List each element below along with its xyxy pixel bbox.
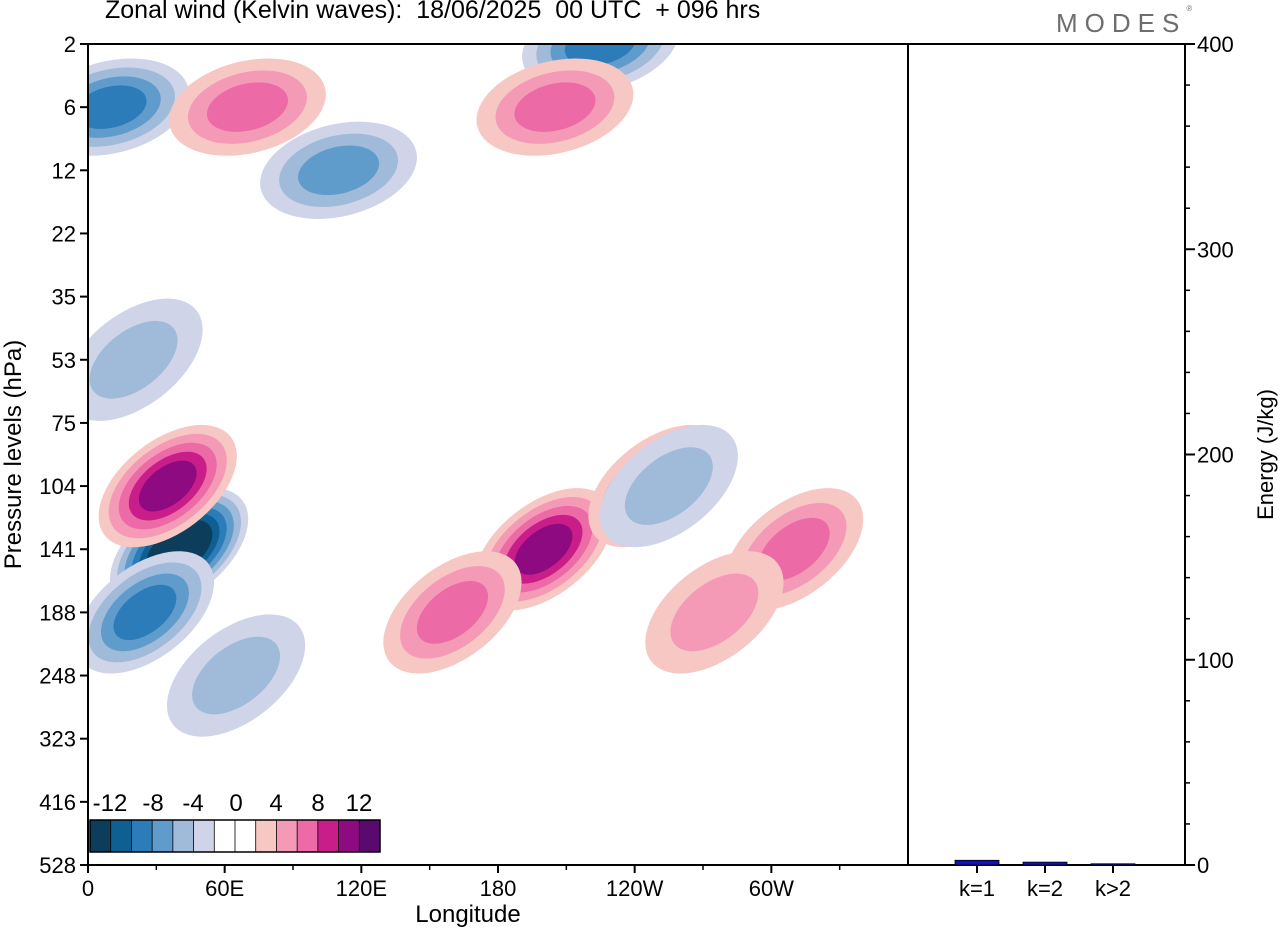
colorbar: -12 -8 -4 0 4 8 12: [89, 790, 381, 853]
heatmap-contour: [138, 460, 197, 512]
heatmap-contour: [298, 145, 380, 196]
heatmap-feature: [599, 424, 738, 548]
heatmap-feature: [98, 424, 237, 548]
y-tick-label: 141: [39, 537, 76, 562]
x-axis-label: Longitude: [415, 901, 520, 928]
energy-tick-label: 0: [1197, 853, 1209, 878]
logo-text: MODES: [1056, 8, 1187, 38]
colorbar-swatch: [214, 820, 236, 852]
bar-category-label: k=1: [959, 876, 995, 901]
heatmap-contour: [88, 85, 147, 129]
energy-tick-label: 100: [1197, 648, 1234, 673]
y-tick-label: 6: [64, 95, 76, 120]
energy-bar: [1022, 861, 1068, 866]
heatmap-contour: [670, 573, 759, 652]
colorbar-swatch: [152, 820, 174, 852]
heatmap-feature: [166, 614, 306, 737]
x-tick-label: 180: [480, 876, 517, 901]
energy-bar: [1090, 863, 1136, 866]
heatmap-contour: [514, 523, 573, 575]
heatmap-feature: [476, 58, 634, 156]
heatmap-feature: [383, 551, 522, 674]
y-tick-label: 323: [39, 727, 76, 752]
colorbar-swatch: [338, 820, 360, 852]
y-tick-label: 528: [39, 853, 76, 878]
colorbar-label: -12: [93, 790, 128, 817]
chart-title: Zonal wind (Kelvin waves): 18/06/2025 00…: [105, 0, 761, 24]
energy-bar: [954, 859, 1000, 866]
colorbar-swatch: [359, 820, 381, 852]
y-tick-label: 416: [39, 790, 76, 815]
energy-axis-label: Energy (J/kg): [1253, 389, 1278, 520]
colorbar-swatch: [110, 820, 132, 852]
colorbar-label: -4: [182, 790, 203, 817]
heatmap-contour: [89, 320, 178, 399]
heatmap-feature: [645, 551, 784, 674]
energy-bars: k=1 k=2 k>2: [954, 859, 1136, 901]
colorbar-swatch: [193, 820, 215, 852]
y-tick-label: 248: [39, 664, 76, 689]
x-tick-label: 60E: [205, 876, 244, 901]
y-tick-label: 35: [52, 285, 76, 310]
colorbar-label: -8: [142, 790, 163, 817]
y-tick-label: 22: [52, 221, 76, 246]
colorbar-swatch: [276, 820, 298, 852]
y-tick-label: 2: [64, 32, 76, 57]
heatmap-feature: [88, 58, 190, 156]
heatmap-feature: [88, 298, 203, 421]
y-tick-label: 104: [39, 474, 76, 499]
heatmap-contour: [192, 636, 281, 715]
heatmap-contour: [206, 82, 288, 132]
heatmap-field: [88, 44, 864, 737]
colorbar-swatch: [255, 820, 277, 852]
colorbar-swatch: [297, 820, 319, 852]
y-axis-label: Pressure levels (hPa): [0, 340, 27, 569]
colorbar-label: 12: [346, 790, 373, 817]
colorbar-swatch: [235, 820, 257, 852]
colorbar-swatch: [172, 820, 195, 852]
heatmap-feature: [169, 58, 326, 156]
heatmap-contour: [113, 584, 177, 641]
x-tick-label: 0: [82, 876, 94, 901]
colorbar-swatch: [90, 820, 112, 852]
heatmap-contour: [416, 580, 489, 644]
colorbar-swatch: [317, 820, 340, 852]
energy-tick-label: 300: [1197, 237, 1234, 262]
heatmap-contour: [564, 44, 637, 66]
modes-logo: MODES®: [1056, 4, 1193, 38]
x-tick-label: 120E: [336, 876, 387, 901]
energy-tick-label: 400: [1197, 32, 1234, 57]
heatmap-feature: [260, 121, 417, 219]
y-tick-label: 12: [52, 158, 76, 183]
colorbar-label: 4: [269, 790, 282, 817]
colorbar-swatch: [131, 820, 153, 852]
x-tick-label: 60W: [749, 876, 794, 901]
heatmap-contour: [514, 82, 596, 132]
heatmap-feature: [88, 551, 215, 674]
colorbar-label: 0: [229, 790, 242, 817]
colorbar-label: 8: [311, 790, 324, 817]
x-tick-label: 120W: [606, 876, 664, 901]
energy-tick-label: 200: [1197, 443, 1234, 468]
bar-category-label: k>2: [1095, 876, 1131, 901]
y-tick-label: 188: [39, 600, 76, 625]
y-tick-label: 75: [52, 411, 76, 436]
heatmap-contour: [624, 447, 713, 525]
bar-category-label: k=2: [1027, 876, 1063, 901]
y-tick-label: 53: [52, 348, 76, 373]
